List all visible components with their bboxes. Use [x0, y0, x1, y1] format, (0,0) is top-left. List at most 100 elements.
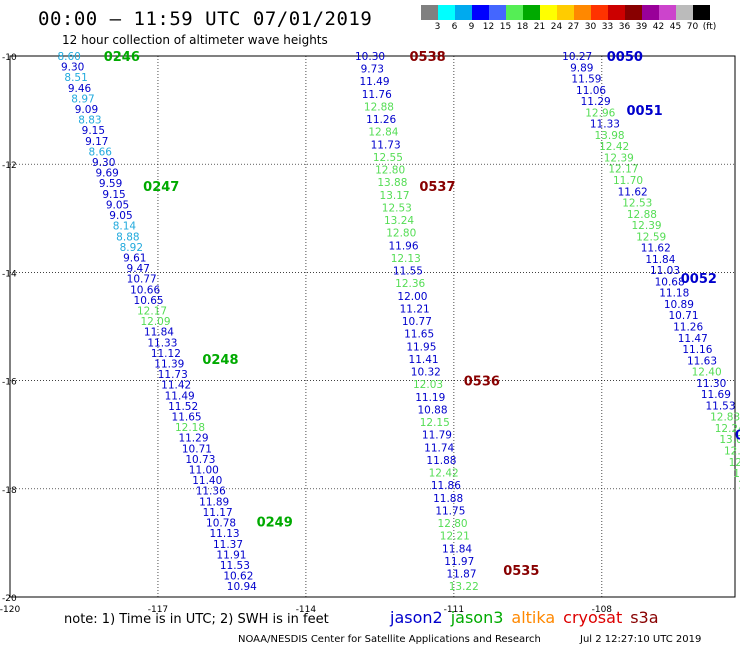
scale-label: 24: [550, 22, 563, 32]
swh-value: 10.30: [355, 51, 385, 63]
swh-value: 10.27: [562, 51, 592, 63]
scale-swatch: [642, 5, 659, 20]
pass-time-label: 0051: [626, 104, 662, 119]
swh-value: 9.61: [123, 252, 146, 264]
swh-value: 12.53: [382, 202, 412, 214]
scale-swatch: [659, 5, 676, 20]
swh-value: 10.65: [134, 295, 164, 307]
swh-value: 11.97: [444, 556, 474, 568]
pass-time-label: 0535: [503, 564, 539, 579]
scale-label: 18: [516, 22, 529, 32]
swh-value: 11.06: [576, 85, 606, 97]
swh-value: 8.51: [64, 72, 87, 84]
scale-label: 39: [635, 22, 648, 32]
swh-value: 10.78: [206, 518, 236, 530]
scale-label: 27: [567, 22, 580, 32]
swh-value: 11.12: [151, 348, 181, 360]
swh-value: 12.88: [364, 101, 394, 113]
swh-value: 9.69: [95, 168, 118, 180]
swh-value: 12.83: [710, 412, 740, 424]
swh-value: 11.00: [189, 465, 219, 477]
swh-value: 12.24: [715, 423, 740, 435]
y-tick-label: -12: [2, 161, 17, 171]
swh-value: 12.55: [373, 152, 403, 164]
swh-value: 11.84: [442, 543, 472, 555]
swh-value: 9.30: [92, 157, 115, 169]
swh-value: 11.52: [168, 401, 198, 413]
x-tick-label: -120: [0, 605, 20, 615]
x-tick-label: -111: [444, 605, 464, 615]
swh-value: 12.88: [627, 209, 657, 221]
x-tick-label: -108: [592, 605, 613, 615]
swh-value: 10.71: [668, 310, 698, 322]
swh-value: 9.73: [361, 64, 384, 76]
swh-value: 11.70: [613, 175, 643, 187]
swh-value: 11.84: [645, 254, 675, 266]
swh-value: 10.32: [411, 367, 441, 379]
y-tick-label: -10: [2, 53, 17, 63]
scale-swatch: [625, 5, 642, 20]
pass-time-label: 0537: [419, 180, 455, 195]
pass-time-label: 0246: [104, 50, 140, 65]
swh-value: 12.80: [438, 518, 468, 530]
scale-label: 6: [451, 22, 458, 32]
scale-label: 42: [652, 22, 665, 32]
swh-value: 11.29: [581, 96, 611, 108]
scale-label: 21: [533, 22, 546, 32]
swh-value: 8.14: [113, 221, 137, 233]
swh-value: 9.15: [82, 125, 105, 137]
scale-swatch: [438, 5, 455, 20]
swh-value: 12.42: [599, 141, 629, 153]
scale-swatch: [557, 5, 574, 20]
swh-value: 12.17: [608, 164, 638, 176]
swh-value: 9.46: [68, 83, 92, 95]
swh-value: 11.53: [220, 560, 250, 572]
swh-value: 11.03: [650, 265, 680, 277]
swh-value: 11.89: [199, 496, 229, 508]
swh-value: 11.96: [388, 240, 418, 252]
scale-swatch: [591, 5, 608, 20]
x-tick-label: -117: [148, 605, 168, 615]
y-tick-label: -18: [2, 486, 17, 496]
swh-value: 13.98: [595, 130, 625, 142]
swh-value: 10.89: [664, 299, 694, 311]
swh-value: 12.17: [137, 305, 167, 317]
legend-s3a: s3a: [630, 608, 659, 627]
swh-value: 11.21: [400, 303, 430, 315]
pass-time-label: 0536: [464, 375, 500, 390]
swh-value: 8.88: [116, 231, 139, 243]
swh-value: 12.15: [420, 417, 450, 429]
page-subtitle: 12 hour collection of altimeter wave hei…: [62, 33, 328, 47]
swh-value: 9.15: [102, 189, 125, 201]
swh-value: 10.71: [182, 443, 212, 455]
swh-value: 12.56: [738, 479, 740, 491]
swh-value: 9.89: [570, 62, 593, 74]
swh-value: 11.55: [393, 266, 423, 278]
swh-value: 11.91: [216, 549, 246, 561]
swh-value: 9.47: [127, 263, 150, 275]
swh-value: 12.84: [368, 127, 398, 139]
swh-value: 12.09: [140, 316, 170, 328]
swh-value: 9.05: [109, 210, 132, 222]
swh-value: 12.39: [604, 152, 634, 164]
swh-value: 8.97: [71, 93, 94, 105]
generated-timestamp: Jul 2 12:27:10 UTC 2019: [580, 634, 702, 645]
scale-label: (ft): [702, 22, 717, 32]
pass-time-label: 0538: [409, 50, 445, 65]
swh-value: 11.29: [178, 433, 208, 445]
legend-cryosat: cryosat: [563, 608, 623, 627]
swh-value: 11.86: [431, 480, 461, 492]
pass-time-label: 0052: [681, 272, 717, 287]
plot-frame: [9, 55, 736, 598]
pass-time-label: 0249: [257, 515, 293, 530]
y-tick-label: -20: [2, 594, 17, 604]
scale-label: 33: [601, 22, 614, 32]
swh-value: 11.69: [701, 389, 731, 401]
swh-value: 11.65: [404, 329, 434, 341]
swh-value: 8.83: [78, 115, 101, 127]
scale-swatch: [421, 5, 438, 20]
swh-value: 10.77: [127, 274, 157, 286]
swh-value: 9.17: [85, 136, 108, 148]
swh-value: 11.88: [426, 455, 456, 467]
swh-value: 12.13: [391, 253, 421, 265]
